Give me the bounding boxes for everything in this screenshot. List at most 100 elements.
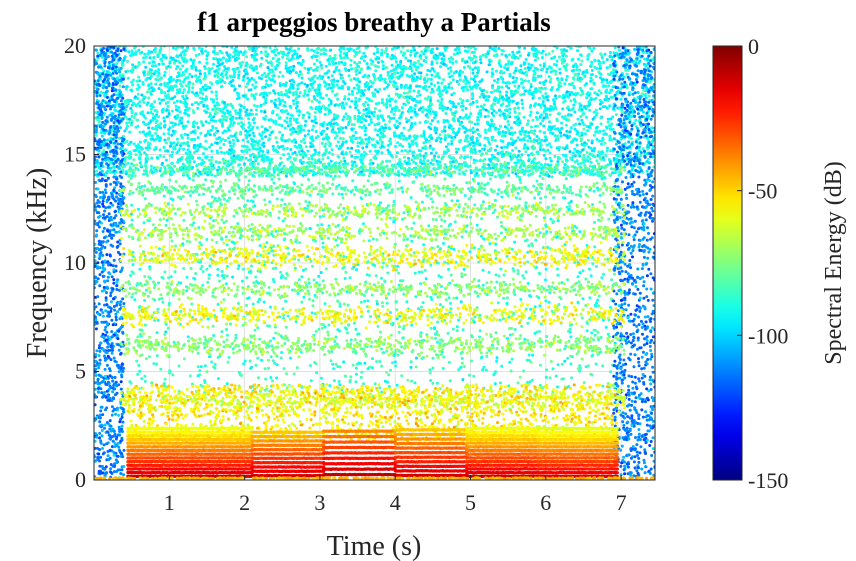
- partial-point: [607, 84, 611, 88]
- partial-point: [276, 150, 280, 154]
- partial-point: [565, 144, 569, 148]
- partial-point: [99, 131, 103, 135]
- partial-point: [505, 104, 509, 108]
- partial-point: [250, 94, 254, 98]
- partial-point: [129, 106, 133, 110]
- partial-point: [251, 49, 255, 53]
- partial-point: [563, 163, 567, 166]
- partial-point: [378, 135, 382, 139]
- partial-point: [556, 160, 560, 164]
- partial-point: [475, 83, 478, 87]
- partial-point: [220, 120, 224, 124]
- partial-point: [274, 122, 278, 126]
- partial-point: [341, 140, 345, 144]
- partial-point: [609, 149, 613, 153]
- partial-point: [370, 62, 373, 66]
- partial-point: [227, 128, 231, 132]
- partial-point: [341, 137, 345, 141]
- partial-point: [260, 125, 264, 129]
- partial-point: [141, 98, 145, 102]
- partial-point: [493, 139, 497, 142]
- partial-point: [153, 100, 156, 104]
- partial-point: [469, 102, 473, 106]
- partial-point: [471, 135, 475, 139]
- partial-point: [150, 156, 154, 160]
- partial-point: [456, 147, 460, 151]
- partial-point: [218, 146, 222, 150]
- partial-point: [134, 153, 138, 157]
- partial-point: [599, 152, 603, 156]
- partial-point: [195, 91, 199, 95]
- partial-point: [205, 104, 209, 108]
- partial-point: [451, 61, 455, 65]
- partial-point: [534, 102, 538, 106]
- partial-point: [393, 109, 397, 113]
- partial-point: [181, 95, 185, 98]
- partial-point: [137, 157, 141, 160]
- partial-point: [592, 97, 596, 101]
- partial-point: [388, 140, 392, 144]
- partial-point: [537, 96, 541, 100]
- partial-point: [227, 112, 231, 116]
- partial-point: [281, 98, 285, 102]
- partial-point: [383, 50, 387, 54]
- partial-point: [214, 126, 218, 130]
- partial-point: [465, 60, 469, 64]
- partial-point: [507, 86, 511, 90]
- partial-point: [395, 106, 399, 110]
- partial-point: [443, 129, 447, 133]
- partial-point: [283, 93, 287, 96]
- partial-point: [166, 89, 170, 93]
- partial-point: [500, 150, 504, 154]
- partial-point: [490, 90, 493, 94]
- partial-point: [500, 85, 504, 89]
- partial-point: [364, 119, 368, 123]
- partial-point: [295, 121, 299, 125]
- partial-point: [402, 126, 406, 130]
- partial-point: [283, 104, 287, 108]
- partial-point: [350, 99, 354, 103]
- partial-point: [577, 108, 581, 112]
- partial-point: [357, 150, 361, 154]
- partial-point: [245, 136, 249, 140]
- partial-point: [289, 160, 293, 164]
- partial-point: [611, 68, 615, 72]
- partial-point: [328, 144, 332, 148]
- partial-point: [295, 92, 299, 96]
- partial-point: [471, 68, 475, 72]
- partial-point: [247, 117, 251, 121]
- partial-point: [166, 85, 170, 89]
- partial-point: [421, 134, 425, 138]
- partial-point: [564, 123, 568, 127]
- partial-point: [524, 70, 528, 74]
- partial-point: [494, 46, 498, 50]
- partial-point: [601, 136, 605, 140]
- partial-point: [306, 71, 310, 75]
- partial-point: [205, 132, 209, 136]
- partial-point: [192, 46, 196, 50]
- partial-point: [146, 111, 150, 115]
- partial-point: [644, 92, 648, 96]
- partial-point: [168, 80, 172, 83]
- partial-point: [364, 107, 368, 111]
- partial-point: [556, 134, 560, 138]
- partial-point: [576, 57, 580, 61]
- partial-point: [362, 51, 366, 55]
- partial-point: [491, 86, 495, 90]
- partial-point: [243, 144, 247, 148]
- partial-point: [395, 151, 399, 155]
- partial-point: [514, 69, 518, 73]
- partial-point: [336, 123, 339, 126]
- partial-point: [410, 121, 414, 125]
- partial-point: [150, 134, 154, 138]
- partial-point: [587, 52, 591, 56]
- partial-point: [407, 162, 411, 166]
- partial-point: [210, 143, 214, 147]
- partial-point: [366, 65, 370, 69]
- partial-point: [266, 61, 270, 65]
- partial-point: [279, 50, 283, 54]
- partial-point: [435, 61, 439, 65]
- partial-point: [353, 160, 357, 164]
- partial-point: [322, 137, 326, 141]
- partial-point: [194, 66, 198, 69]
